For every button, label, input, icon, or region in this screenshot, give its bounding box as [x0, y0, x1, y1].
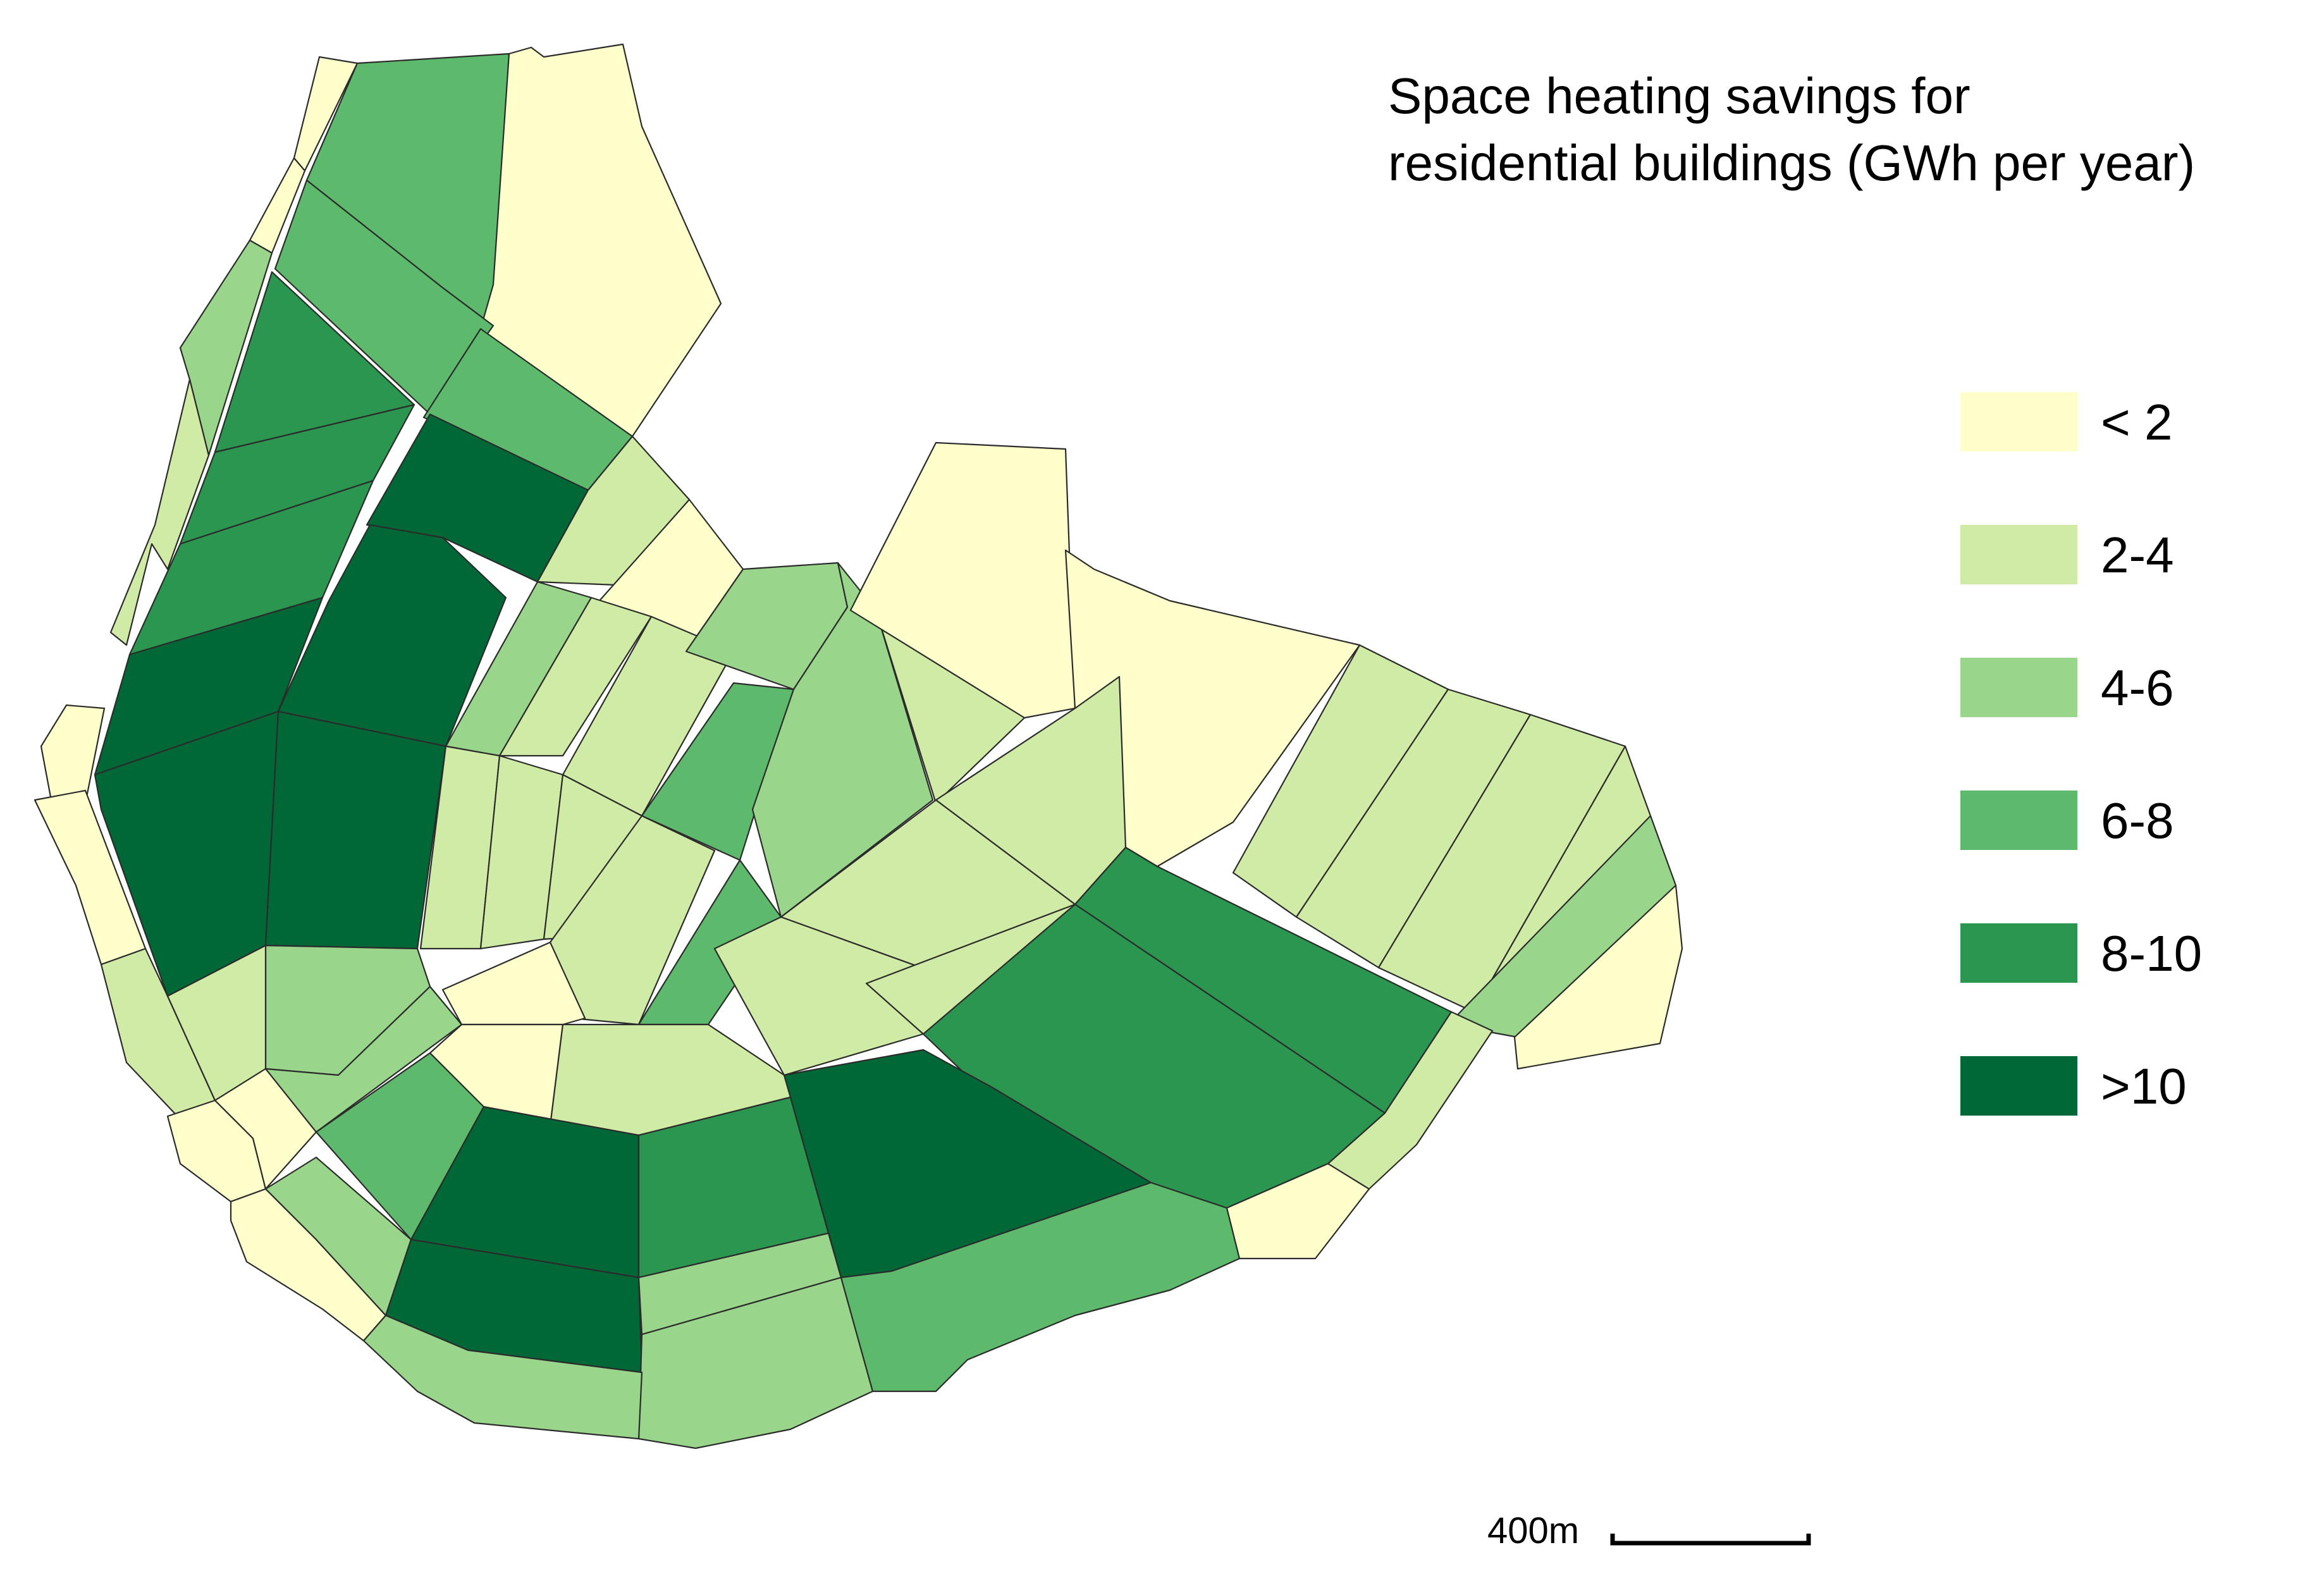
legend-swatch	[1960, 392, 2077, 452]
district-w-strip-3[interactable]	[109, 378, 210, 646]
legend-swatch	[1960, 525, 2077, 584]
map-title-line-2: residential buildings (GWh per year)	[1388, 135, 2196, 191]
district-s-8[interactable]	[362, 1314, 643, 1440]
legend-item-gt10: >10	[1960, 1056, 2264, 1116]
district-c-4[interactable]	[498, 596, 653, 757]
district-se-2[interactable]	[1327, 1011, 1494, 1190]
district-se-1[interactable]	[1226, 1162, 1370, 1260]
district-w-strip-4[interactable]	[40, 704, 106, 804]
legend-item-2-4: 2-4	[1960, 525, 2264, 584]
scale-bar-label: 400m	[1487, 1510, 1580, 1551]
district-n-8[interactable]	[366, 413, 589, 583]
legend-swatch	[1960, 923, 2077, 983]
legend-item-4-6: 4-6	[1960, 658, 2264, 717]
legend-label: 2-4	[2101, 527, 2174, 583]
district-ne-9[interactable]	[1513, 884, 1683, 1070]
district-n-2[interactable]	[479, 43, 722, 438]
legend-item-lt2: < 2	[1960, 392, 2264, 452]
district-s-10[interactable]	[840, 1181, 1241, 1393]
legend-label: >10	[2101, 1058, 2187, 1114]
district-s-w7[interactable]	[264, 985, 463, 1133]
legend-item-6-8: 6-8	[1960, 791, 2264, 850]
legend-label: 8-10	[2101, 925, 2203, 982]
legend-label: 6-8	[2101, 792, 2174, 849]
district-c-14[interactable]	[441, 941, 586, 1026]
legend-swatch	[1960, 658, 2077, 717]
district-c-12[interactable]	[549, 815, 716, 1026]
legend-swatch	[1960, 791, 2077, 850]
map-title-line-1: Space heating savings for	[1388, 68, 1970, 124]
legend-item-8-10: 8-10	[1960, 923, 2264, 983]
legend-label: < 2	[2101, 394, 2173, 450]
district-w-dark-4[interactable]	[264, 710, 447, 950]
district-s-w6[interactable]	[214, 1068, 317, 1190]
legend-label: 4-6	[2101, 660, 2174, 716]
legend-swatch	[1960, 1056, 2077, 1116]
